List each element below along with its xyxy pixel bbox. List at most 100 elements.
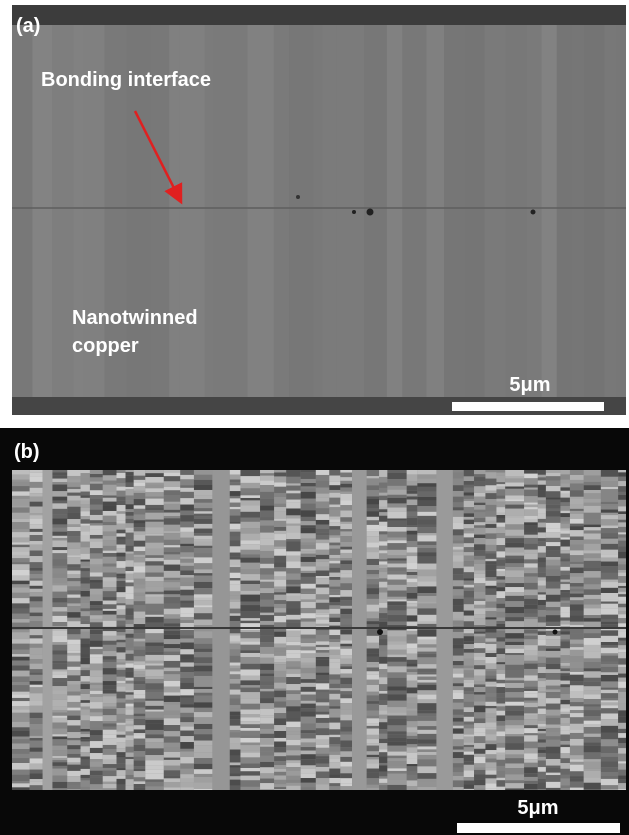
lamella	[145, 738, 163, 742]
lamella	[67, 634, 80, 639]
lamella	[230, 715, 241, 719]
lamella	[134, 695, 146, 699]
lamella	[453, 746, 464, 749]
lamella	[145, 485, 163, 488]
lamella	[126, 668, 134, 672]
lamella	[538, 772, 546, 774]
lamella	[164, 696, 180, 702]
lamella	[164, 516, 180, 518]
lamella	[67, 740, 80, 745]
lamella	[538, 622, 546, 626]
lamella	[194, 588, 212, 594]
lamella	[134, 601, 146, 605]
lamella	[584, 578, 601, 585]
lamella	[329, 622, 340, 626]
lamella	[560, 553, 569, 558]
lamella	[274, 512, 286, 519]
lamella	[329, 737, 340, 744]
lamella	[387, 518, 406, 520]
lamella	[367, 547, 379, 552]
lamella	[126, 504, 134, 509]
lamella	[145, 483, 163, 485]
lamella	[30, 693, 43, 700]
lamella	[90, 477, 103, 481]
lamella	[524, 570, 538, 573]
lamella	[407, 758, 418, 764]
lamella	[145, 617, 163, 623]
lamella	[464, 572, 474, 578]
lamella	[474, 763, 485, 767]
lamella	[474, 528, 485, 535]
lamella	[417, 672, 436, 674]
lamella	[164, 518, 180, 524]
lamella	[584, 539, 601, 543]
lamella	[194, 666, 212, 672]
lamella	[30, 736, 43, 738]
lamella	[274, 689, 286, 691]
lamella	[379, 652, 387, 657]
lamella	[485, 589, 496, 595]
lamella	[103, 636, 117, 641]
lamella	[538, 470, 546, 475]
lamella	[164, 597, 180, 603]
lamella	[464, 591, 474, 598]
lamella	[560, 534, 569, 538]
lamella	[546, 542, 561, 546]
lamella	[301, 765, 316, 768]
lamella	[524, 636, 538, 640]
lamella	[180, 557, 194, 559]
lamella	[570, 475, 584, 480]
lamella	[387, 571, 406, 574]
lamella	[194, 533, 212, 536]
lamella	[538, 673, 546, 678]
lamella	[417, 474, 436, 478]
lamella	[417, 744, 436, 747]
lamella	[340, 694, 352, 698]
lamella	[316, 502, 329, 509]
lamella	[379, 534, 387, 539]
lamella	[546, 569, 561, 576]
lamella	[329, 700, 340, 707]
lamella	[52, 694, 67, 699]
lamella	[407, 669, 418, 672]
lamella	[453, 535, 464, 540]
lamella	[367, 584, 379, 588]
lamella	[560, 498, 569, 503]
lamella	[81, 597, 90, 600]
lamella	[67, 695, 80, 701]
lamella	[164, 652, 180, 655]
grain	[337, 25, 364, 397]
lamella	[601, 513, 618, 515]
lamella	[524, 496, 538, 502]
lamella	[505, 495, 524, 499]
lamella	[274, 713, 286, 718]
lamella	[90, 683, 103, 685]
lamella	[329, 510, 340, 516]
lamella	[570, 526, 584, 530]
lamella	[103, 755, 117, 760]
lamella	[316, 562, 329, 567]
lamella	[474, 605, 485, 609]
lamella	[367, 496, 379, 499]
lamella	[387, 758, 406, 761]
lamella	[464, 585, 474, 588]
lamella	[453, 612, 464, 619]
lamella	[387, 682, 406, 686]
lamella	[407, 732, 418, 735]
lamella	[570, 692, 584, 699]
lamella	[496, 527, 505, 533]
lamella	[126, 661, 134, 664]
lamella	[134, 555, 146, 557]
lamella	[126, 620, 134, 624]
lamella	[505, 754, 524, 758]
lamella	[194, 548, 212, 553]
lamella	[81, 780, 90, 786]
lamella	[407, 739, 418, 744]
lamella	[584, 534, 601, 540]
lamella	[260, 751, 274, 756]
lamella	[453, 645, 464, 649]
lamella	[505, 524, 524, 529]
lamella	[505, 716, 524, 720]
lamella	[496, 753, 505, 755]
lamella	[230, 585, 241, 592]
